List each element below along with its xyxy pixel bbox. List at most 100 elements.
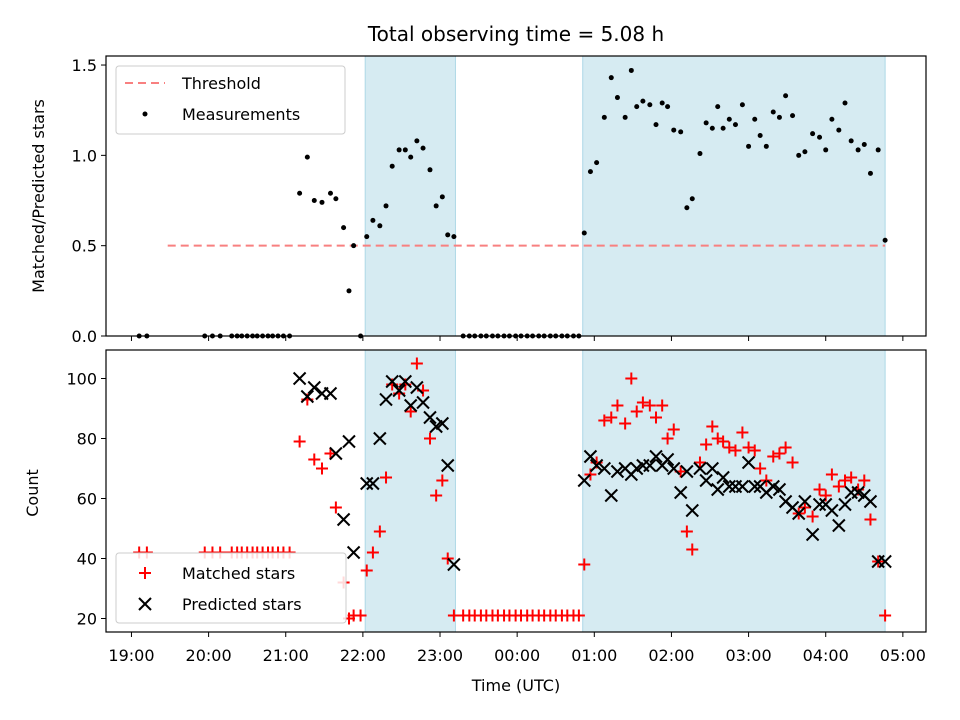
y-tick-label: 40 (77, 550, 97, 569)
matched-star-point (839, 474, 852, 487)
matched-star-point (410, 357, 423, 370)
predicted-star-point (307, 380, 321, 395)
predicted-star-point (705, 461, 720, 476)
matched-star-point (858, 474, 871, 487)
measurement-point (715, 104, 721, 110)
predicted-star-point (435, 416, 450, 431)
measurement-point (848, 138, 854, 144)
matched-star-point (825, 468, 838, 481)
predicted-star-point (416, 395, 430, 410)
measurement-point (783, 93, 789, 99)
matched-star-point (760, 474, 773, 487)
matched-star-point (441, 552, 454, 565)
measurement-point (746, 143, 752, 149)
predicted-star-point (699, 473, 713, 488)
panel-count-frame (105, 349, 927, 633)
matched-star-point (625, 372, 638, 385)
predicted-star-point (336, 512, 351, 527)
predicted-star-point (323, 386, 338, 401)
measurement-point (739, 102, 745, 108)
x-tick-label: 05:00 (880, 646, 926, 665)
predicted-star-point (832, 518, 846, 533)
legend-ratio-box (115, 65, 346, 135)
matched-star-point (767, 450, 780, 463)
measurement-point (836, 127, 842, 133)
legend-predicted-swatch (138, 597, 152, 611)
matched-star-point (572, 609, 585, 622)
matched-star-point (706, 420, 719, 433)
matched-star-point (611, 399, 624, 412)
predicted-star-point (342, 434, 356, 449)
legend-matched-label: Matched stars (182, 564, 295, 583)
observing-window-2 (582, 55, 886, 337)
predicted-star-point (398, 374, 413, 389)
measurement-point (634, 104, 640, 110)
matched-star-point (879, 609, 892, 622)
legend-threshold-label: Threshold (181, 74, 261, 93)
measurement-point (319, 199, 325, 205)
measurement-point (594, 160, 600, 166)
x-tick-label: 03:00 (726, 646, 772, 665)
legend-measurements-label: Measurements (182, 105, 300, 124)
y-tick-label: 1.5 (72, 56, 97, 75)
panel-ratio-frame (105, 55, 927, 337)
y-tick-label: 0.0 (72, 327, 97, 346)
predicted-star-point (772, 482, 787, 497)
measurement-point (726, 116, 732, 122)
matched-star-point (748, 444, 761, 457)
matched-star-point (717, 435, 730, 448)
matched-star-point (293, 435, 306, 448)
predicted-star-point (748, 479, 762, 494)
predicted-star-point (329, 446, 343, 461)
measurement-point (640, 98, 646, 104)
measurement-point (311, 198, 317, 204)
predicted-star-point (798, 494, 812, 509)
x-tick-label: 00:00 (494, 646, 540, 665)
measurement-point (383, 203, 389, 209)
x-tick-label: 21:00 (263, 646, 309, 665)
x-tick-label: 04:00 (803, 646, 849, 665)
measurement-point (601, 114, 607, 120)
x-tick-label: 22:00 (340, 646, 386, 665)
observing-window-1 (364, 349, 456, 633)
measurement-point (622, 114, 628, 120)
measurement-point (855, 147, 861, 153)
ylabel-count: Count (23, 469, 42, 517)
predicted-star-point (685, 503, 699, 518)
series-predicted-stars (292, 371, 892, 572)
measurement-point (810, 131, 816, 137)
matched-star-point (736, 426, 749, 439)
measurement-point (867, 170, 873, 176)
predicted-star-point (716, 470, 730, 485)
predicted-star-point (441, 458, 455, 473)
measurement-point (445, 232, 451, 238)
xlabel: Time (UTC) (471, 676, 560, 695)
predicted-star-point (838, 497, 852, 512)
predicted-star-point (649, 449, 663, 464)
measurement-point (689, 196, 695, 202)
predicted-star-point (722, 479, 736, 494)
measurement-point (703, 120, 709, 126)
matched-star-point (373, 525, 386, 538)
predicted-star-point (589, 458, 604, 473)
legend-count: Matched stars Predicted stars (115, 552, 347, 624)
matched-star-point (661, 432, 674, 445)
measurement-point (304, 154, 310, 160)
measurement-point (439, 194, 445, 200)
predicted-star-point (423, 410, 437, 425)
measurement-point (709, 125, 715, 131)
measurement-point (882, 237, 888, 243)
measurement-point (653, 122, 659, 128)
matched-star-point (723, 441, 736, 454)
matched-star-point (773, 447, 786, 460)
measurement-point (678, 129, 684, 135)
predicted-star-point (360, 476, 374, 491)
predicted-star-point (292, 371, 307, 386)
measurement-point (420, 145, 426, 151)
x-tick-label: 19:00 (108, 646, 154, 665)
matched-star-point (423, 432, 436, 445)
measurement-point (752, 116, 758, 122)
measurement-point (796, 152, 802, 158)
x-tick-label: 20:00 (186, 646, 232, 665)
matched-star-point (693, 456, 706, 469)
